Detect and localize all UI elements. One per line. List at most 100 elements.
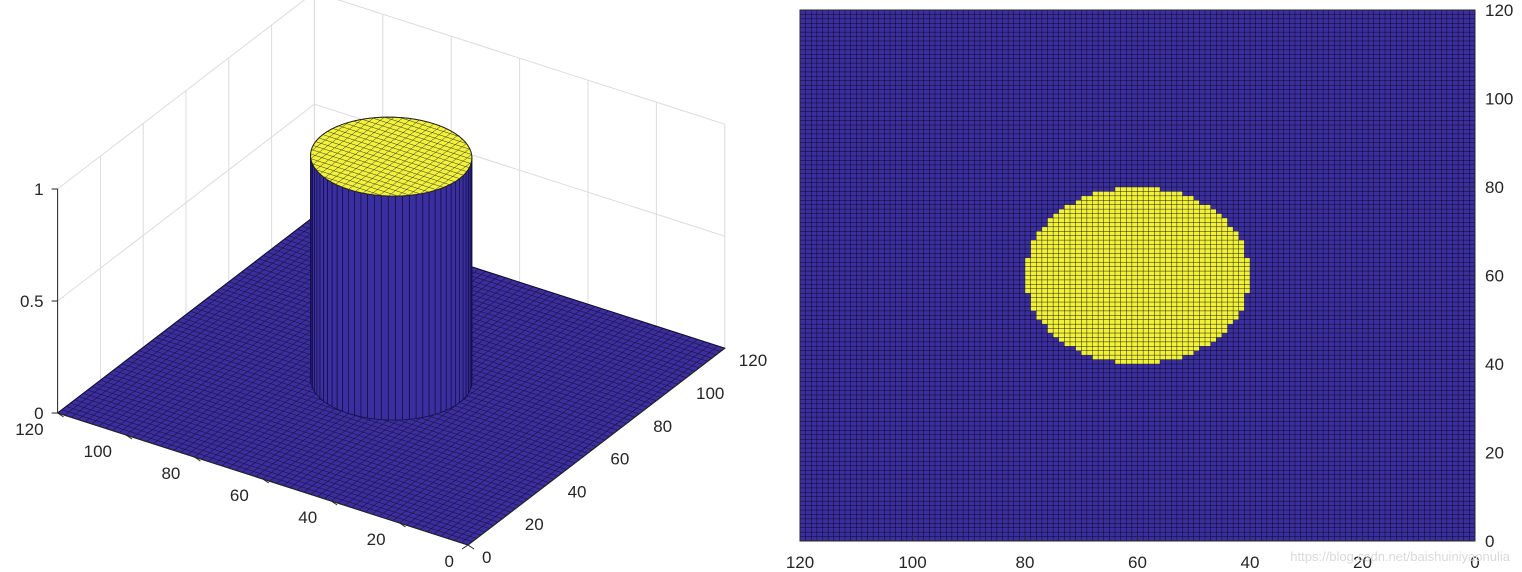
heatmap-cell-high <box>1148 235 1155 241</box>
heatmap-cell-high <box>1143 288 1149 294</box>
cap-mesh-line <box>345 123 472 164</box>
heatmap-cell-high <box>1137 209 1144 214</box>
heatmap-cell-high <box>1041 319 1048 325</box>
heatmap-cell-high <box>1030 279 1037 285</box>
x-tick-mark <box>125 434 133 440</box>
heatmap-cell-high <box>1047 310 1054 316</box>
heatmap-cell-high <box>1092 297 1099 303</box>
heatmap-cell-high <box>1199 226 1205 232</box>
heatmap-cell-high <box>1182 324 1189 329</box>
heatmap-cell-high <box>1131 302 1138 307</box>
heatmap-cell-high <box>1188 302 1194 307</box>
heatmap-cell-high <box>1081 195 1087 201</box>
heatmap-cell-high <box>1199 288 1205 294</box>
heatmap-cell-high <box>1216 271 1222 276</box>
heatmap-cell-high <box>1053 324 1059 329</box>
heatmap-cell-high <box>1210 248 1217 254</box>
heatmap-cell-high <box>1165 200 1172 205</box>
heatmap-cell-high <box>1098 262 1104 267</box>
heatmap-cell-high <box>1115 355 1121 360</box>
heatmap-cell-high <box>1053 244 1059 249</box>
heatmap-y-tick-label: 120 <box>1485 1 1513 20</box>
heatmap-cell-high <box>1103 297 1110 303</box>
heatmap-cell-high <box>1115 191 1121 196</box>
heatmap-cell-high <box>1109 235 1115 241</box>
heatmap-cell-high <box>1103 288 1110 294</box>
heatmap-cell-high <box>1030 240 1037 245</box>
heatmap-cell-high <box>1098 355 1104 360</box>
heatmap-cell-high <box>1210 275 1217 280</box>
heatmap-cell-high <box>1098 253 1104 258</box>
heatmap-cell-high <box>1075 209 1082 214</box>
heatmap-cell-high <box>1109 319 1115 325</box>
heatmap-cell-high <box>1075 288 1082 294</box>
heatmap-cell-high <box>1086 262 1093 267</box>
heatmap-cell-high <box>1092 244 1099 249</box>
heatmap-cell-high <box>1143 200 1149 205</box>
heatmap-cell-high <box>1148 310 1155 316</box>
heatmap-cell-high <box>1041 306 1048 311</box>
heatmap-cell-high <box>1053 288 1059 294</box>
heatmap-cell-high <box>1221 244 1228 249</box>
heatmap-cell-high <box>1115 328 1121 334</box>
heatmap-cell-high <box>1238 284 1245 289</box>
heatmap-cell-high <box>1070 231 1076 236</box>
heatmap-cell-high <box>1182 293 1189 298</box>
heatmap-cell-high <box>1131 235 1138 241</box>
heatmap-cell-high <box>1193 235 1200 241</box>
heatmap-cell-high <box>1098 235 1104 241</box>
heatmap-cell-high <box>1070 319 1076 325</box>
heatmap-cell-high <box>1058 253 1065 258</box>
heatmap-cell-high <box>1109 222 1115 227</box>
heatmap-cell-high <box>1160 209 1166 214</box>
heatmap-cell-high <box>1053 306 1059 311</box>
heatmap-cell-high <box>1081 310 1087 316</box>
cap-mesh-line <box>399 117 460 137</box>
heatmap-cell-high <box>1238 271 1245 276</box>
heatmap-cell-high <box>1221 302 1228 307</box>
heatmap-cell-high <box>1047 262 1054 267</box>
heatmap-cell-high <box>1030 288 1037 294</box>
heatmap-cell-high <box>1109 293 1115 298</box>
heatmap-cell-high <box>1131 279 1138 285</box>
heatmap-cell-high <box>1086 350 1093 356</box>
heatmap-cell-high <box>1098 226 1104 232</box>
heatmap-cell-high <box>1148 275 1155 280</box>
heatmap-cell-high <box>1064 213 1070 218</box>
heatmap-cell-high <box>1081 266 1087 272</box>
heatmap-cell-high <box>1210 297 1217 303</box>
heatmap-cell-high <box>1036 279 1042 285</box>
heatmap-cell-high <box>1041 253 1048 258</box>
heatmap-cell-high <box>1160 217 1166 223</box>
heatmap-cell-high <box>1148 341 1155 347</box>
heatmap-cell-high <box>1070 293 1076 298</box>
heatmap-cell-high <box>1075 257 1082 263</box>
heatmap-cell-high <box>1165 324 1172 329</box>
heatmap-cell-high <box>1086 293 1093 298</box>
heatmap-cell-high <box>1199 284 1205 289</box>
heatmap-cell-high <box>1182 288 1189 294</box>
heatmap-cell-high <box>1047 297 1054 303</box>
heatmap-cell-high <box>1081 244 1087 249</box>
heatmap-cell-high <box>1199 244 1205 249</box>
heatmap-cell-high <box>1075 240 1082 245</box>
heatmap-cell-high <box>1103 355 1110 360</box>
heatmap-cell-high <box>1233 315 1239 320</box>
cylinder-side-panel <box>373 194 382 421</box>
heatmap-cell-high <box>1188 337 1194 342</box>
heatmap-cell-high <box>1233 231 1239 236</box>
heatmap-cell-high <box>1058 302 1065 307</box>
heatmap-cell-high <box>1154 284 1160 289</box>
heatmap-cell-high <box>1233 271 1239 276</box>
heatmap-cell-high <box>1233 297 1239 303</box>
heatmap-cell-high <box>1075 306 1082 311</box>
heatmap-cell-high <box>1137 293 1144 298</box>
heatmap-cell-high <box>1205 240 1211 245</box>
heatmap-cell-high <box>1154 310 1160 316</box>
heatmap-cell-high <box>1160 355 1166 360</box>
y-tick-mark <box>675 380 683 386</box>
heatmap-cell-high <box>1171 315 1177 320</box>
y-tick-label: 120 <box>739 351 767 370</box>
heatmap-cell-high <box>1098 275 1104 280</box>
heatmap-cell-high <box>1165 275 1172 280</box>
